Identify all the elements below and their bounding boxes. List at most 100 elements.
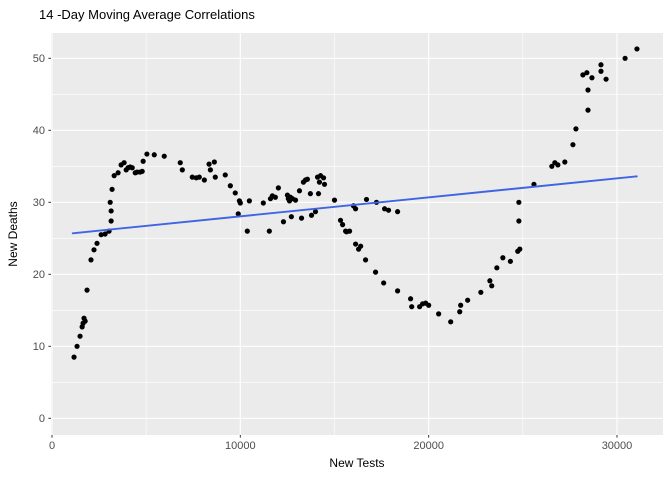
data-point bbox=[275, 185, 281, 191]
data-point bbox=[394, 209, 401, 215]
data-point bbox=[260, 200, 266, 206]
data-point bbox=[407, 296, 414, 302]
data-point bbox=[272, 194, 278, 200]
data-point bbox=[107, 199, 113, 205]
data-point bbox=[448, 319, 454, 325]
data-point bbox=[337, 217, 344, 223]
data-point bbox=[458, 302, 464, 308]
data-point bbox=[288, 214, 294, 220]
data-point bbox=[206, 161, 212, 167]
data-point bbox=[457, 309, 463, 315]
data-point bbox=[121, 160, 127, 166]
data-point bbox=[331, 197, 338, 203]
data-point bbox=[211, 159, 217, 165]
data-point bbox=[129, 165, 135, 171]
x-tick-label: 20000 bbox=[413, 440, 444, 452]
data-point bbox=[573, 126, 579, 132]
data-point bbox=[179, 167, 185, 173]
data-point bbox=[516, 199, 522, 205]
data-point bbox=[212, 174, 218, 180]
data-point bbox=[598, 68, 604, 74]
x-tick-label: 30000 bbox=[602, 440, 633, 452]
data-point bbox=[77, 333, 83, 339]
y-tick-label: 40 bbox=[33, 125, 45, 137]
data-point bbox=[570, 142, 576, 148]
data-point bbox=[385, 207, 392, 213]
data-point bbox=[266, 228, 272, 234]
y-axis-title: New Deaths bbox=[6, 201, 20, 266]
y-tick-label: 10 bbox=[33, 341, 45, 353]
data-point bbox=[487, 278, 493, 284]
data-point bbox=[516, 218, 522, 224]
data-point bbox=[151, 152, 157, 158]
data-point bbox=[71, 354, 77, 360]
data-point bbox=[177, 160, 183, 166]
data-point bbox=[362, 257, 369, 263]
data-point bbox=[139, 168, 145, 174]
data-point bbox=[88, 257, 94, 263]
data-point bbox=[74, 343, 80, 349]
data-point bbox=[189, 174, 195, 180]
data-point bbox=[409, 304, 415, 310]
data-point bbox=[246, 198, 252, 204]
data-point bbox=[436, 311, 442, 317]
data-point bbox=[232, 190, 238, 196]
data-point bbox=[296, 188, 303, 194]
data-point bbox=[82, 318, 88, 324]
data-point bbox=[320, 175, 327, 181]
data-point bbox=[585, 107, 591, 113]
data-point bbox=[292, 197, 299, 203]
data-point bbox=[634, 46, 640, 52]
data-point bbox=[91, 247, 97, 253]
data-point bbox=[304, 176, 310, 182]
data-point bbox=[372, 269, 379, 275]
x-tick-label: 10000 bbox=[225, 440, 256, 452]
data-point bbox=[108, 218, 114, 224]
data-point bbox=[308, 212, 315, 218]
data-point bbox=[84, 287, 90, 293]
data-point bbox=[507, 258, 513, 264]
data-point bbox=[562, 159, 568, 165]
data-point bbox=[102, 231, 108, 237]
chart-title: 14 -Day Moving Average Correlations bbox=[39, 7, 255, 22]
data-point bbox=[98, 232, 104, 238]
data-point bbox=[94, 240, 100, 246]
data-point bbox=[381, 280, 387, 286]
data-point bbox=[489, 283, 495, 289]
data-point bbox=[549, 163, 555, 169]
data-point bbox=[531, 181, 537, 187]
data-point bbox=[161, 153, 167, 159]
data-point bbox=[346, 228, 353, 234]
data-point bbox=[315, 191, 322, 197]
data-point bbox=[358, 243, 364, 249]
data-point bbox=[622, 55, 628, 61]
plot-area: 0 10000 20000 30000 0 10 20 30 40 50 bbox=[33, 33, 663, 452]
data-point bbox=[478, 289, 484, 295]
data-point bbox=[584, 70, 590, 76]
data-point bbox=[394, 288, 401, 294]
data-point bbox=[589, 75, 595, 81]
data-point bbox=[363, 196, 370, 203]
data-point bbox=[307, 191, 313, 197]
data-point bbox=[235, 211, 241, 217]
data-point bbox=[381, 206, 388, 212]
y-tick-label: 30 bbox=[33, 197, 45, 209]
y-tick-label: 20 bbox=[33, 269, 45, 281]
data-point bbox=[144, 151, 150, 157]
y-tick-label: 50 bbox=[33, 53, 45, 65]
data-point bbox=[339, 222, 346, 228]
data-point bbox=[517, 246, 523, 252]
data-point bbox=[494, 265, 500, 271]
data-point bbox=[222, 172, 228, 178]
data-point bbox=[316, 179, 323, 185]
x-axis-title: New Tests bbox=[329, 456, 384, 470]
data-point bbox=[115, 170, 121, 176]
data-point bbox=[312, 209, 319, 215]
plot-panel bbox=[51, 33, 663, 435]
data-point bbox=[196, 174, 202, 180]
data-point bbox=[580, 72, 586, 78]
data-point bbox=[500, 255, 506, 261]
data-point bbox=[465, 297, 471, 303]
